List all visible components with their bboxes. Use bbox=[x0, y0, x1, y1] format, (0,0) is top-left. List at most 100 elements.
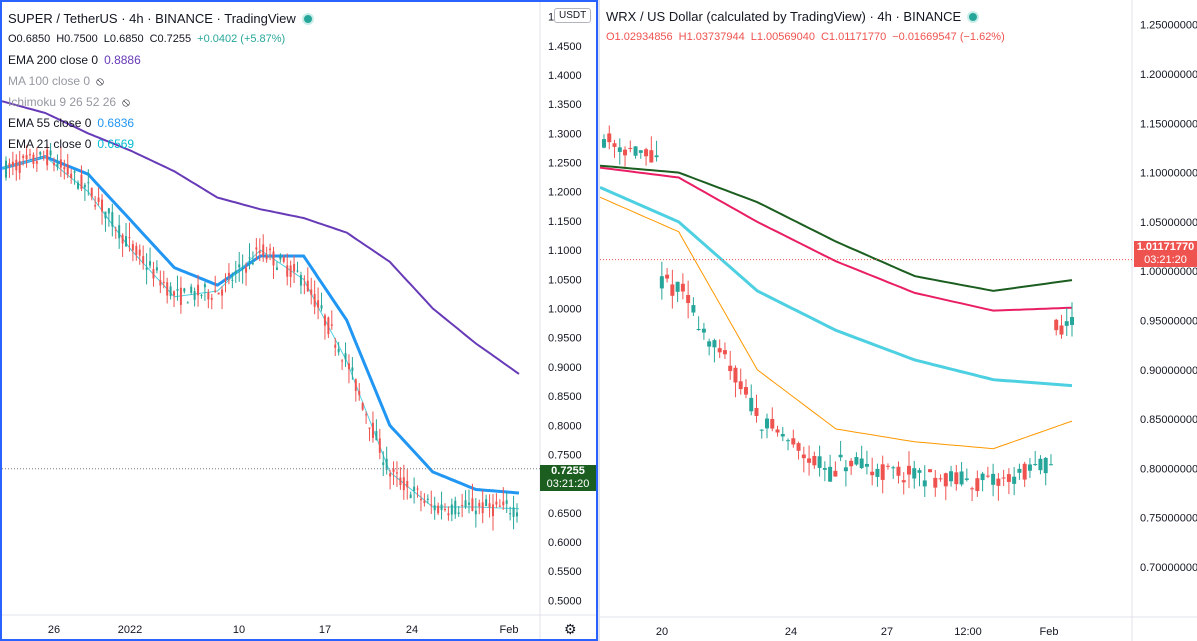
candle-body bbox=[743, 387, 748, 395]
y-tick-label: 0.75000000 bbox=[1140, 513, 1197, 525]
candle-body bbox=[430, 504, 433, 506]
candle-body bbox=[1054, 319, 1059, 331]
candle-body bbox=[224, 279, 227, 281]
candle-body bbox=[791, 438, 796, 445]
candle-body bbox=[231, 279, 234, 281]
candle-body bbox=[179, 287, 182, 305]
candle-body bbox=[402, 477, 405, 491]
candle-body bbox=[896, 466, 901, 476]
candle-body bbox=[286, 265, 289, 277]
candle-body bbox=[807, 458, 812, 463]
candle-body bbox=[111, 212, 114, 227]
candle-body bbox=[18, 160, 21, 173]
x-tick-label: 2022 bbox=[118, 624, 142, 636]
y-tick-label: 0.8500 bbox=[548, 391, 582, 403]
candle-body bbox=[63, 167, 66, 170]
candle-body bbox=[733, 367, 738, 383]
candle-body bbox=[996, 478, 1001, 486]
candle-body bbox=[155, 267, 158, 271]
candle-body bbox=[875, 468, 880, 477]
gear-icon[interactable]: ⚙ bbox=[564, 621, 577, 637]
candle-body bbox=[443, 509, 446, 511]
indicator-row[interactable]: Ichimoku 9 26 52 26 ⦸ bbox=[8, 92, 314, 113]
candle-body bbox=[351, 367, 354, 371]
candle-body bbox=[1027, 464, 1032, 471]
candle-body bbox=[712, 340, 717, 348]
candle-body bbox=[101, 199, 104, 212]
candle-body bbox=[617, 147, 622, 152]
series-line bbox=[600, 164, 1073, 292]
candle-body bbox=[114, 229, 117, 231]
candle-body bbox=[152, 269, 155, 279]
candle-body bbox=[135, 245, 138, 255]
eye-hidden-icon[interactable]: ⦸ bbox=[122, 95, 130, 109]
candle-body bbox=[765, 418, 770, 429]
candle-body bbox=[149, 261, 152, 266]
candle-body bbox=[289, 265, 292, 277]
candle-body bbox=[368, 427, 371, 429]
candle-body bbox=[722, 350, 727, 355]
y-tick-label: 1.0500 bbox=[548, 274, 582, 286]
candle-body bbox=[186, 302, 189, 304]
left-chart-canvas[interactable]: 1.50001.45001.40001.35001.30001.25001.20… bbox=[2, 2, 596, 639]
candle-body bbox=[207, 292, 210, 300]
indicator-label: EMA 21 close 0 bbox=[8, 137, 92, 151]
candle-body bbox=[828, 466, 833, 482]
indicator-row[interactable]: EMA 55 close 0 0.6836 bbox=[8, 113, 314, 134]
y-tick-label: 1.1000 bbox=[548, 245, 582, 257]
candle-body bbox=[822, 468, 827, 470]
eye-hidden-icon[interactable]: ⦸ bbox=[96, 74, 104, 88]
y-tick-label: 0.85000000 bbox=[1140, 414, 1197, 426]
candle-body bbox=[128, 237, 131, 239]
candle-body bbox=[833, 470, 838, 477]
candle-body bbox=[392, 468, 395, 473]
candle-body bbox=[447, 513, 450, 516]
candle-body bbox=[870, 471, 875, 476]
candle-body bbox=[166, 282, 169, 296]
candle-body bbox=[87, 182, 90, 184]
candle-body bbox=[217, 292, 220, 295]
indicator-row[interactable]: EMA 200 close 0 0.8886 bbox=[8, 50, 314, 71]
candle-body bbox=[917, 470, 922, 473]
candle-body bbox=[227, 272, 230, 276]
candle-body bbox=[22, 155, 25, 159]
candle-body bbox=[717, 348, 722, 353]
y-tick-label: 0.70000000 bbox=[1140, 562, 1197, 574]
candle-body bbox=[612, 143, 617, 147]
candle-body bbox=[665, 274, 670, 279]
candle-body bbox=[354, 379, 357, 391]
candle-body bbox=[77, 182, 80, 189]
candle-body bbox=[203, 284, 206, 288]
candle-body bbox=[1059, 325, 1064, 335]
candle-body bbox=[1017, 468, 1022, 473]
candle-body bbox=[125, 236, 128, 247]
candle-body bbox=[786, 440, 791, 442]
right-chart-canvas[interactable]: 1.25000000 1.20000000 1.15000000 1.10000000… bbox=[600, 0, 1197, 641]
candle-body bbox=[159, 280, 162, 286]
candle-body bbox=[912, 468, 917, 479]
candle-body bbox=[200, 294, 203, 296]
candle-body bbox=[975, 478, 980, 492]
indicator-row[interactable]: EMA 21 close 0 0.6569 bbox=[8, 134, 314, 155]
y-tick-label: 0.5500 bbox=[548, 566, 582, 578]
right-chart-pane[interactable]: 1.25000000 1.20000000 1.15000000 1.10000000… bbox=[600, 0, 1197, 641]
candle-body bbox=[901, 480, 906, 483]
indicator-row[interactable]: MA 100 close 0 ⦸ bbox=[8, 71, 314, 92]
candle-body bbox=[327, 317, 330, 335]
candle-body bbox=[293, 264, 296, 272]
candle-body bbox=[437, 505, 440, 514]
y-tick-label: 0.8000 bbox=[548, 420, 582, 432]
candle-body bbox=[197, 284, 200, 296]
pane-divider[interactable] bbox=[598, 0, 600, 641]
left-price-tag: 0.7255 03:21:20 bbox=[540, 465, 596, 491]
candle-body bbox=[262, 244, 265, 256]
currency-button[interactable]: USDT bbox=[554, 8, 592, 23]
left-chart-pane[interactable]: 1.50001.45001.40001.35001.30001.25001.20… bbox=[0, 0, 598, 641]
candle-body bbox=[39, 152, 42, 155]
candle-body bbox=[471, 498, 474, 511]
candle-body bbox=[817, 456, 822, 468]
candle-body bbox=[938, 478, 943, 480]
y-tick-label: 0.95000000 bbox=[1140, 316, 1197, 328]
candle-body bbox=[906, 465, 911, 475]
candle-body bbox=[1070, 317, 1074, 325]
